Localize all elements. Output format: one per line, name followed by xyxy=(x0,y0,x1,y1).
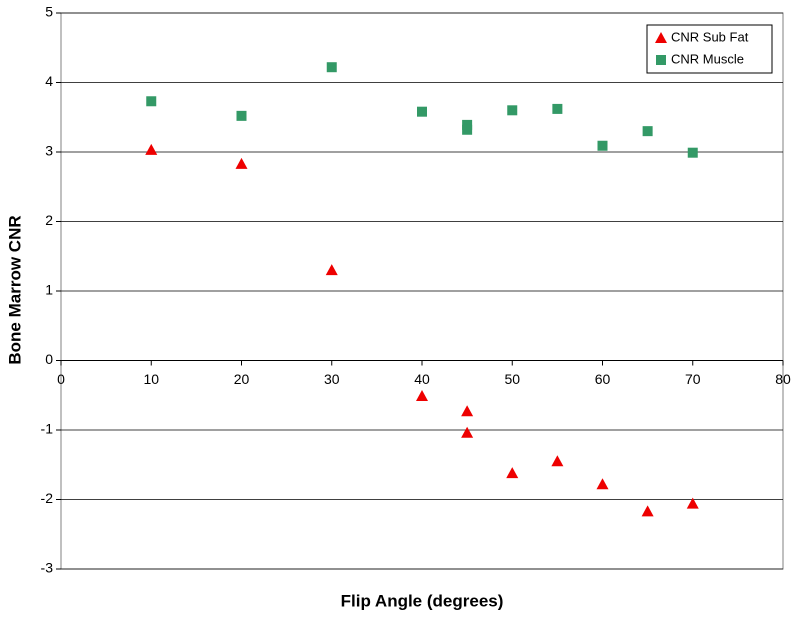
legend-box xyxy=(646,24,773,74)
triangle-marker xyxy=(641,505,654,517)
square-marker xyxy=(687,147,698,158)
x-tick-label: 10 xyxy=(143,371,159,387)
legend-label: CNR Sub Fat xyxy=(671,29,749,44)
y-tick-label: 1 xyxy=(45,282,53,298)
y-tick-label: 5 xyxy=(45,4,53,20)
triangle-marker xyxy=(596,478,609,490)
legend-label: CNR Muscle xyxy=(671,51,744,66)
x-tick-label: 70 xyxy=(685,371,701,387)
triangle-marker xyxy=(506,467,519,479)
x-tick-label: 40 xyxy=(414,371,430,387)
square-marker xyxy=(146,96,157,107)
y-tick-label: -3 xyxy=(41,560,54,576)
triangle-marker xyxy=(145,143,158,155)
triangle-marker xyxy=(461,426,474,438)
legend-marker xyxy=(655,32,667,43)
square-marker xyxy=(507,105,518,116)
triangle-marker xyxy=(686,497,699,509)
square-marker xyxy=(552,103,563,114)
triangle-marker xyxy=(235,157,248,169)
x-tick-label: 30 xyxy=(324,371,340,387)
square-marker xyxy=(642,126,653,137)
x-tick-label: 60 xyxy=(595,371,611,387)
square-marker xyxy=(462,124,473,135)
x-tick-label: 80 xyxy=(775,371,791,387)
triangle-marker xyxy=(551,455,564,467)
y-tick-label: 0 xyxy=(45,351,53,367)
triangle-marker xyxy=(416,389,428,401)
y-tick-label: 3 xyxy=(45,143,53,159)
x-tick-label: 0 xyxy=(57,371,65,387)
legend-marker xyxy=(656,55,666,65)
y-axis-title: Bone Marrow CNR xyxy=(5,215,24,364)
y-tick-label: 4 xyxy=(45,73,53,89)
square-marker xyxy=(417,106,427,117)
triangle-marker xyxy=(325,264,338,276)
x-tick-label: 50 xyxy=(504,371,520,387)
y-tick-label: 2 xyxy=(45,212,53,228)
square-marker xyxy=(236,110,247,121)
square-marker xyxy=(597,140,608,151)
y-tick-label: -2 xyxy=(41,490,54,506)
x-tick-label: 20 xyxy=(234,371,250,387)
y-tick-label: -1 xyxy=(41,421,54,437)
x-axis-title: Flip Angle (degrees) xyxy=(341,591,504,610)
triangle-marker xyxy=(461,405,474,417)
square-marker xyxy=(326,62,337,73)
